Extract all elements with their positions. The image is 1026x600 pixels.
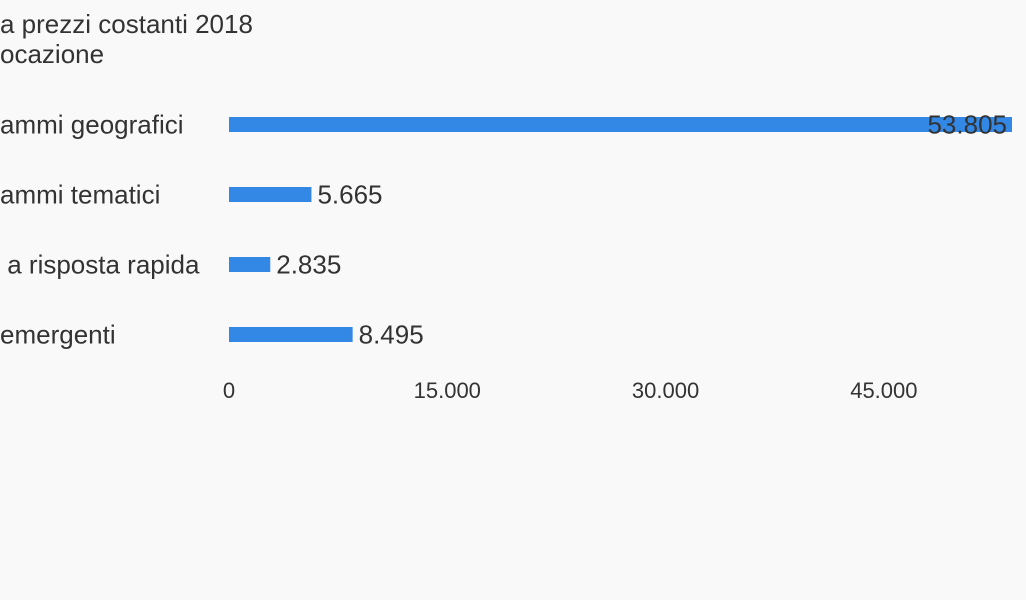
category-label: a risposta rapida [0,250,200,280]
data-label: 5.665 [317,180,382,210]
bar [229,117,1012,132]
chart-title-line-2: ocazione [0,39,104,69]
data-label: 53.805 [927,110,1007,140]
bar [229,327,353,342]
bar [229,257,271,272]
x-tick-label: 30.000 [632,378,699,403]
category-label: ammi tematici [0,180,160,210]
bar [229,187,312,202]
x-tick-label: 15.000 [414,378,481,403]
chart-title-line-1: a prezzi costanti 2018 [0,9,253,39]
x-axis: 0 15.000 30.000 45.000 [223,378,918,403]
category-label: emergenti [0,320,116,350]
x-tick-label: 45.000 [850,378,917,403]
category-label: ammi geografici [0,110,184,140]
data-label: 8.495 [359,320,424,350]
x-tick-label: 0 [223,378,235,403]
data-label: 2.835 [276,250,341,280]
chart-title: a prezzi costanti 2018 ocazione [0,9,253,69]
